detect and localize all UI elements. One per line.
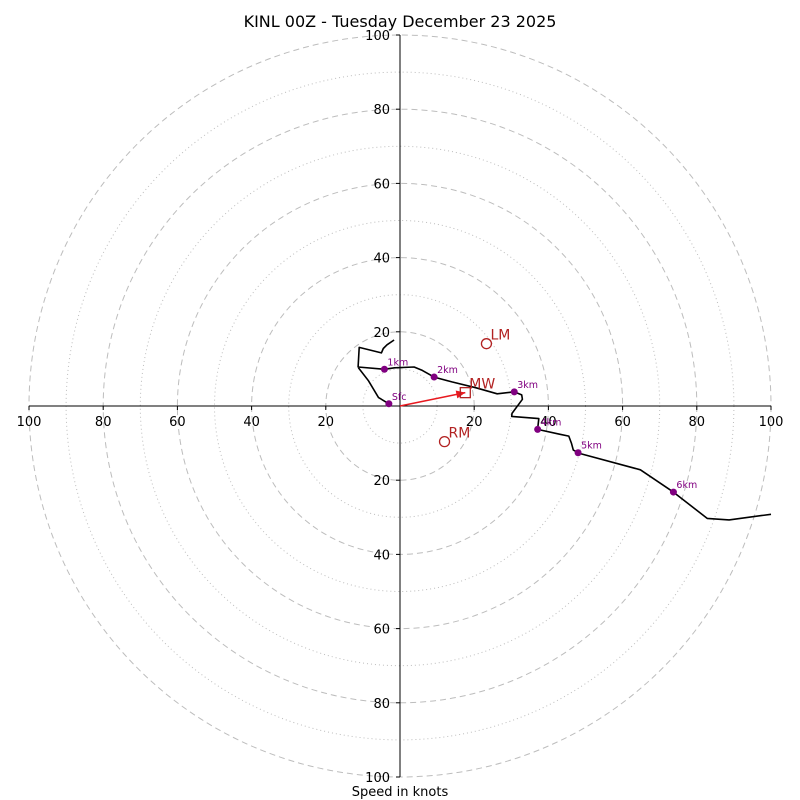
height-marker-dot [510, 388, 518, 396]
height-marker-label: 1km [387, 357, 408, 368]
height-marker-dot [574, 449, 582, 457]
storm-motion-label: LM [490, 328, 510, 344]
y-tick-label: 40 [373, 252, 390, 267]
height-marker-label: 3km [517, 380, 538, 391]
x-tick-label: 40 [243, 415, 260, 430]
x-tick-label: 40 [540, 415, 557, 430]
y-tick-label: 80 [373, 697, 390, 712]
height-marker-dot [430, 373, 438, 381]
x-tick-label: 60 [614, 415, 631, 430]
y-tick-label: 80 [373, 103, 390, 118]
y-tick-label: 60 [373, 177, 390, 192]
x-tick-label: 20 [466, 415, 483, 430]
storm-motion-label: RM [449, 426, 471, 442]
height-marker-label: 5km [581, 441, 602, 452]
mean-wind-vector [399, 391, 466, 407]
x-axis-label: Speed in knots [352, 785, 449, 800]
x-tick-label: 100 [17, 415, 42, 430]
storm-motion-marker [480, 338, 493, 350]
storm-motion-markers: LM RM MW [438, 328, 510, 448]
x-tick-label: 100 [759, 415, 784, 430]
y-tick-label: 40 [373, 548, 390, 563]
mean-wind-marker [459, 386, 471, 399]
height-marker-dot [380, 365, 388, 373]
height-marker-dot [385, 400, 393, 408]
y-tick-label: 60 [373, 623, 390, 638]
hodograph-trace-low [357, 367, 390, 405]
x-tick-label: 20 [318, 415, 335, 430]
x-tick-label: 80 [689, 415, 706, 430]
y-tick-label: 100 [365, 771, 390, 786]
height-marker-dot [534, 425, 542, 433]
storm-motion-marker [438, 435, 451, 448]
height-marker-label: 2km [437, 365, 458, 376]
hodograph-trace [357, 339, 772, 521]
storm-motion-label: MW [469, 377, 495, 393]
y-tick-label: 20 [373, 326, 390, 341]
height-marker-dot [669, 488, 677, 496]
y-tick-label: 20 [373, 474, 390, 489]
x-tick-label: 60 [169, 415, 186, 430]
hodograph-trace-group [357, 339, 772, 521]
x-tick-label: 80 [95, 415, 112, 430]
height-marker-label: 6km [676, 480, 697, 491]
y-tick-label: 100 [365, 29, 390, 44]
vector-group [399, 390, 466, 407]
chart-title: KINL 00Z - Tuesday December 23 2025 [244, 12, 557, 31]
height-marker-label: Sfc [392, 392, 407, 403]
height-marker-label: 4km [541, 417, 562, 428]
tick-labels: 100 80 60 40 20 20 40 60 80 100 100 80 60 40 20 20 40 60 8… [17, 29, 784, 786]
height-markers: Sfc 1km 2km 3km 4km 5km 6km [380, 357, 697, 496]
